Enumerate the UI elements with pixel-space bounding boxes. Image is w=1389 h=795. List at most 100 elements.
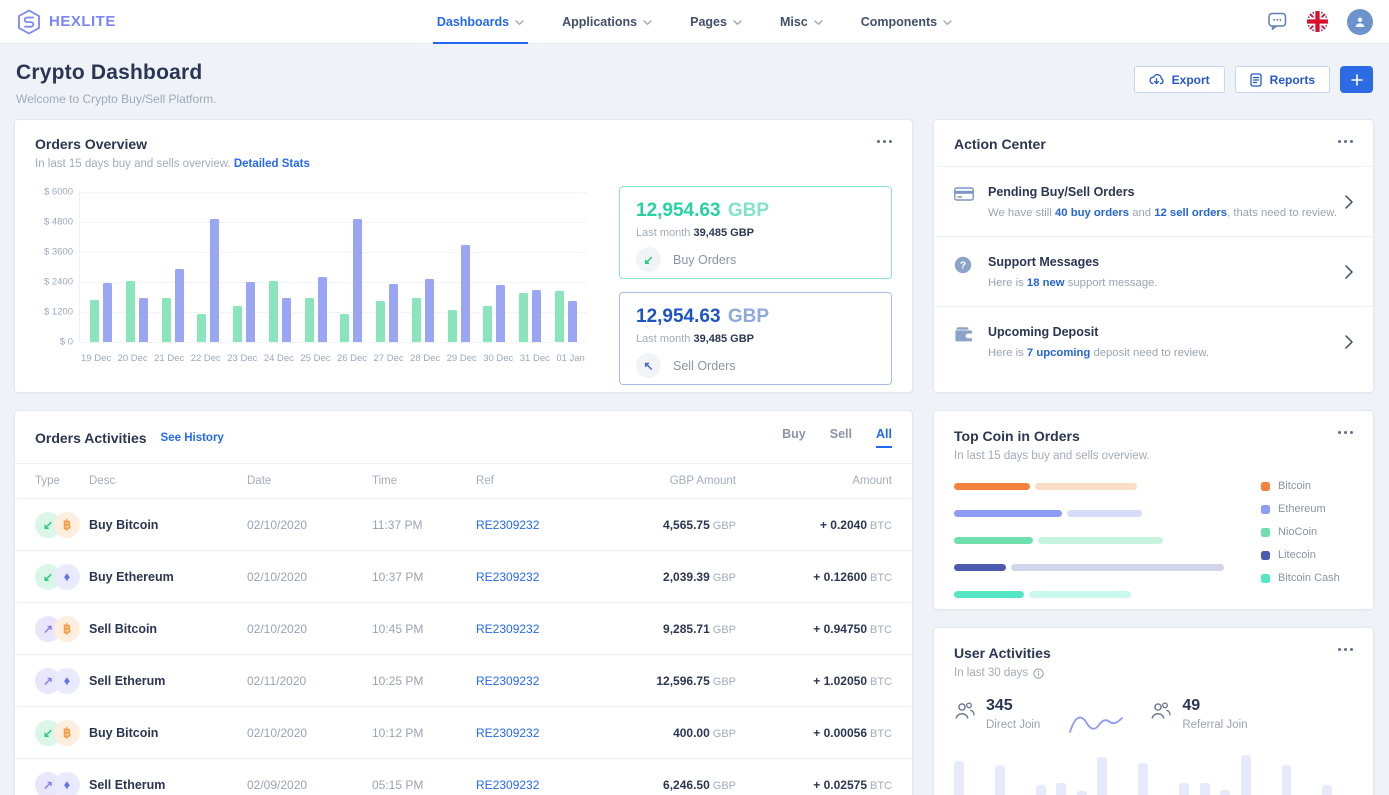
y-axis-label: $ 3600 [43,246,73,258]
activity-bar [994,765,1005,795]
top-coin-bar-bitcoin-cash [954,591,1245,598]
arrow-up-left-icon: ↖ [636,353,661,378]
bar-buy-31-dec [519,292,529,342]
ethereum-icon: ♦ [54,563,80,590]
order-ref-link[interactable]: RE2309232 [476,621,540,636]
arrow-down-left-icon: ↙ [636,247,661,272]
action-item-body: Support Messages Here is 18 new support m… [988,255,1337,289]
chat-icon[interactable] [1268,12,1288,31]
nav-item-dashboards[interactable]: Dashboards [432,0,529,44]
page-subtitle: Welcome to Crypto Buy/Sell Platform. [16,92,217,106]
order-ref-link[interactable]: RE2309232 [476,569,540,584]
see-history-link[interactable]: See History [160,431,224,444]
ellipsis-menu-icon[interactable] [877,136,892,147]
nav-item-misc[interactable]: Misc [780,0,823,43]
user-activities-subtitle-text: In last 30 days [954,667,1029,679]
user-activities-title: User Activities [954,645,1051,661]
gridline [80,342,587,343]
brand-hexagon-icon [18,9,40,34]
gridline [80,282,587,283]
bar-solid-segment [954,564,1007,571]
bar-buy-01-jan [554,290,564,342]
sell-orders-amount: 12,954.63 [636,306,721,327]
bar-group-22-dec [197,192,220,342]
action-item-pending-buy-sell-orders[interactable]: Pending Buy/Sell Orders We have still 40 … [934,167,1373,237]
column-header-desc: Desc [89,475,116,487]
orders-overview-card: Orders Overview In last 15 days buy and … [14,119,913,393]
nav-item-label: Pages [690,14,727,29]
activity-bar [954,761,964,795]
table-row[interactable]: ↙ ฿ Buy Bitcoin 02/10/2020 10:12 PM RE2309232… [15,707,912,759]
bar-sell-25-dec [317,276,327,342]
column-header-time: Time [372,475,398,487]
ellipsis-menu-icon[interactable] [1338,427,1353,438]
bar-buy-28-dec [411,297,421,342]
order-crypto-unit: BTC [870,675,892,688]
order-time: 10:45 PM [372,621,424,636]
order-date: 02/10/2020 [247,517,308,532]
table-row[interactable]: ↙ ♦ Buy Ethereum 02/10/2020 10:37 PM RE230923… [15,551,912,603]
nav-item-applications[interactable]: Applications [562,0,652,43]
bar-light-segment [1066,510,1143,517]
gridline [80,252,587,253]
nav-item-components[interactable]: Components [861,0,952,43]
orders-overview-subtitle-text: In last 15 days buy and sells overview. [35,158,231,170]
bar-group-31-dec [519,192,542,342]
order-gbp-unit: GBP [712,623,736,636]
add-button[interactable] [1340,66,1373,93]
bar-sell-28-dec [424,279,434,342]
order-date: 02/10/2020 [247,621,308,636]
bar-buy-30-dec [483,305,493,342]
top-coin-legend: Bitcoin Ethereum NioCoin Litecoin Bitcoin Ca… [1261,478,1353,618]
order-ref-link[interactable]: RE2309232 [476,725,540,740]
y-axis-label: $ 2400 [43,276,73,288]
bar-group-21-dec [161,192,184,342]
table-row[interactable]: ↗ ♦ Sell Etherum 02/09/2020 05:15 PM RE230923… [15,759,912,795]
action-item-upcoming-deposit[interactable]: Upcoming Deposit Here is 7 upcoming depos… [934,307,1373,376]
table-row[interactable]: ↗ ♦ Sell Etherum 02/11/2020 10:25 PM RE230923… [15,655,912,707]
chevron-down-icon [643,19,652,26]
language-flag-icon[interactable] [1306,10,1329,33]
ellipsis-menu-icon[interactable] [1338,644,1353,655]
export-button[interactable]: Export [1133,66,1225,93]
bar-group-24-dec [268,192,291,342]
reports-button[interactable]: Reports [1234,66,1330,93]
tab-sell[interactable]: Sell [829,427,853,441]
bar-light-segment [1028,591,1131,598]
order-ref-link[interactable]: RE2309232 [476,673,540,688]
order-gbp-amount: 12,596.75 GBP [656,673,736,688]
tab-buy[interactable]: Buy [782,427,806,441]
chevron-right-icon [1337,195,1353,209]
top-coin-bar-ethereum [954,510,1245,517]
detailed-stats-link[interactable]: Detailed Stats [233,158,310,170]
table-row[interactable]: ↗ ฿ Sell Bitcoin 02/10/2020 10:45 PM RE230923… [15,603,912,655]
top-coin-subtitle: In last 15 days buy and sells overview. [954,450,1150,462]
tab-all[interactable]: All [876,427,892,448]
order-ref-link[interactable]: RE2309232 [476,517,540,532]
action-item-support-messages[interactable]: ? Support Messages Here is 18 new support … [934,237,1373,307]
order-crypto-amount: + 1.02050 BTC [813,673,892,688]
top-coin-bar-niocoin [954,537,1245,544]
bar-buy-27-dec [376,301,386,342]
y-axis-label: $ 0 [59,336,73,348]
nav-item-pages[interactable]: Pages [690,0,742,43]
brand-logo[interactable]: HEXLITE [16,9,216,35]
orders-table-body: ↙ ฿ Buy Bitcoin 02/10/2020 11:37 PM RE2309232… [15,499,912,795]
order-ref-link[interactable]: RE2309232 [476,777,540,792]
order-time: 11:37 PM [372,517,423,532]
chevron-down-icon [814,19,823,26]
activity-bar [1056,783,1067,795]
gridline [80,222,587,223]
bar-buy-29-dec [447,310,457,342]
bitcoin-icon: ฿ [54,719,80,746]
bar-solid-segment [954,510,1062,517]
user-avatar[interactable] [1347,8,1373,35]
chevron-down-icon [515,19,524,26]
action-item-body: Upcoming Deposit Here is 7 upcoming depos… [988,325,1337,359]
reports-button-label: Reports [1269,72,1315,87]
ellipsis-menu-icon[interactable] [1338,136,1353,147]
top-coin-bar-bitcoin [954,483,1245,490]
order-crypto-amount: + 0.02575 BTC [813,777,892,792]
bar-buy-21-dec [161,297,171,342]
table-row[interactable]: ↙ ฿ Buy Bitcoin 02/10/2020 11:37 PM RE2309232… [15,499,912,551]
